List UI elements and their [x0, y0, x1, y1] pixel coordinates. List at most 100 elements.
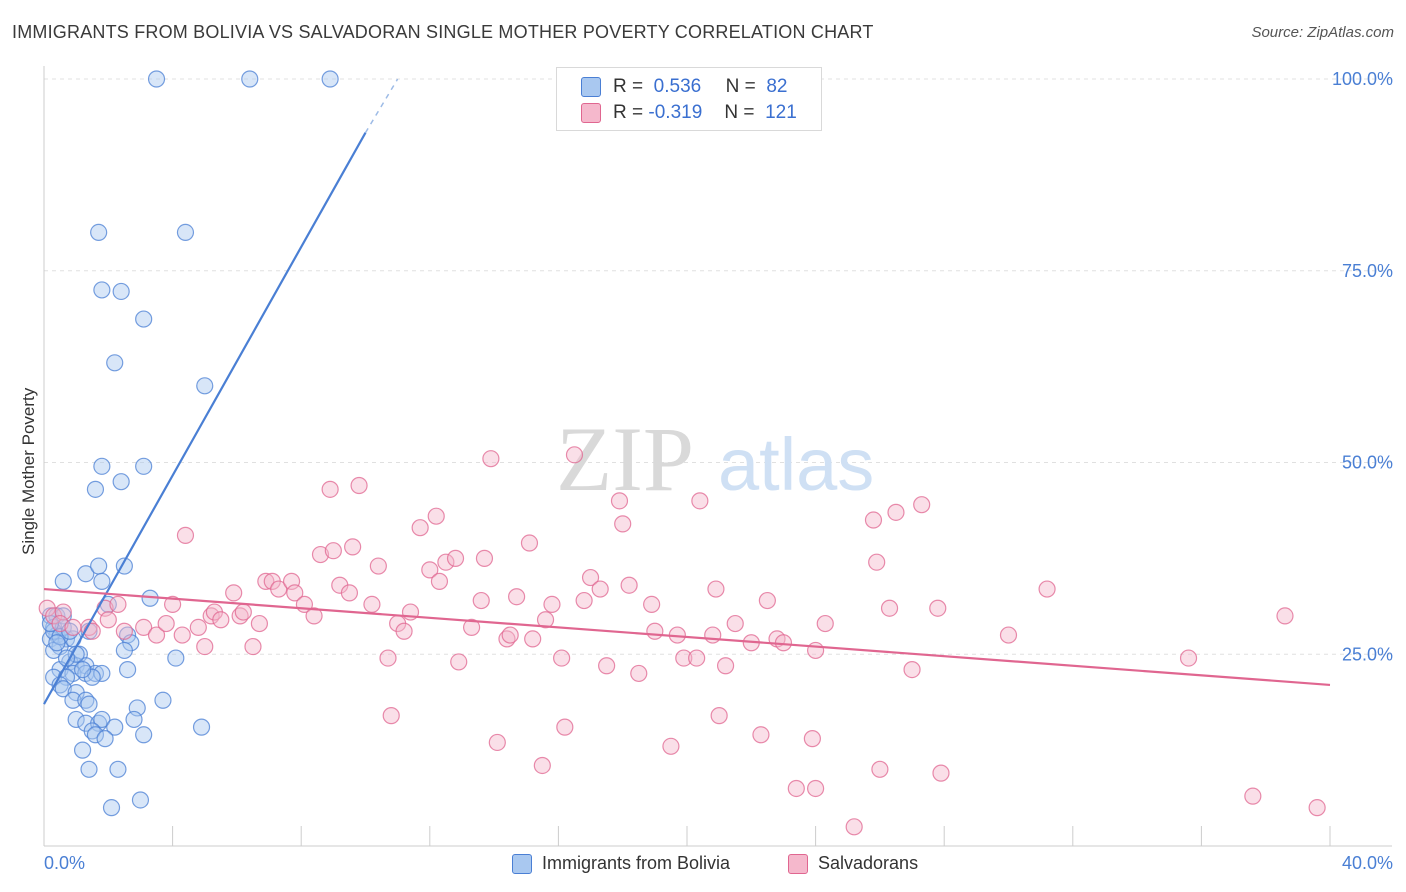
- data-point-salvadoran: [340, 584, 359, 602]
- bottom-legend-label-salvadoran: Salvadorans: [818, 853, 919, 873]
- data-point-salvadoran: [344, 538, 362, 556]
- trend-line-salvadoran: [43, 587, 1331, 687]
- data-point-salvadoran: [752, 726, 770, 744]
- data-point-bolivia: [192, 718, 211, 736]
- data-point-salvadoran: [710, 707, 728, 725]
- data-point-salvadoran: [646, 622, 664, 640]
- data-point-salvadoran: [411, 519, 429, 537]
- data-point-salvadoran: [662, 737, 680, 755]
- data-point-salvadoran: [524, 630, 542, 648]
- data-point-bolivia: [54, 572, 72, 590]
- trend-line-bolivia: [43, 132, 367, 705]
- data-point-bolivia: [96, 730, 114, 748]
- data-point-salvadoran: [321, 480, 339, 498]
- data-point-bolivia: [118, 660, 137, 679]
- data-point-bolivia: [64, 691, 82, 709]
- data-point-salvadoran: [598, 657, 616, 675]
- data-point-salvadoran: [257, 572, 275, 590]
- data-point-salvadoran: [704, 626, 722, 644]
- data-point-salvadoran: [643, 595, 661, 613]
- data-point-salvadoran: [488, 733, 506, 752]
- data-point-bolivia: [106, 718, 124, 736]
- watermark-atlas: atlas: [718, 423, 874, 506]
- data-point-salvadoran: [147, 626, 166, 644]
- data-point-salvadoran: [311, 545, 330, 564]
- data-point-bolivia: [112, 282, 130, 301]
- data-point-salvadoran: [620, 576, 638, 594]
- bottom-legend-swatch-pink: [788, 853, 808, 874]
- y-tick-label: 25.0%: [1342, 644, 1393, 664]
- data-point-salvadoran: [787, 779, 805, 798]
- x-tick-label-max: 40.0%: [1342, 853, 1393, 873]
- data-point-salvadoran: [999, 626, 1018, 644]
- data-point-bolivia: [90, 557, 108, 575]
- data-point-bolivia: [135, 457, 153, 475]
- bottom-legend-item-bolivia[interactable]: Immigrants from Bolivia: [512, 853, 730, 874]
- data-point-salvadoran: [707, 580, 725, 598]
- legend-row-salvadoran: R = -0.319 N = 121: [581, 100, 797, 126]
- data-point-salvadoran: [871, 760, 889, 778]
- bottom-legend-item-salvadoran[interactable]: Salvadorans: [788, 853, 918, 874]
- trend-lines: [43, 78, 1331, 705]
- data-point-salvadoran: [932, 764, 950, 782]
- data-point-salvadoran: [887, 503, 905, 521]
- y-tick-label: 50.0%: [1342, 453, 1393, 473]
- data-point-salvadoran: [430, 572, 449, 590]
- data-point-salvadoran: [395, 622, 413, 640]
- grid-lines: [44, 78, 1392, 655]
- data-point-bolivia: [93, 457, 111, 475]
- y-tick-label: 100.0%: [1332, 69, 1393, 89]
- data-point-salvadoran: [369, 557, 387, 575]
- series-bolivia-points: [41, 70, 339, 817]
- data-point-salvadoran: [363, 595, 381, 613]
- series-salvadoran-points: [38, 446, 1326, 836]
- data-point-bolivia: [80, 695, 98, 713]
- data-point-salvadoran: [845, 818, 863, 836]
- data-point-bolivia: [93, 281, 111, 299]
- data-point-salvadoran: [286, 584, 304, 602]
- data-point-salvadoran: [543, 595, 561, 613]
- legend-r-label: R =: [613, 76, 644, 97]
- data-point-salvadoran: [533, 756, 551, 775]
- data-point-salvadoran: [803, 730, 821, 748]
- data-point-salvadoran: [806, 641, 825, 660]
- legend-swatch-pink: [581, 103, 601, 123]
- data-point-salvadoran: [475, 549, 494, 567]
- data-point-salvadoran: [508, 588, 526, 606]
- legend-n-value-bolivia: 82: [766, 76, 788, 97]
- bottom-legend-swatch-blue: [512, 853, 532, 874]
- data-point-bolivia: [321, 70, 339, 88]
- data-point-salvadoran: [1276, 607, 1294, 625]
- data-point-salvadoran: [64, 618, 82, 637]
- data-point-salvadoran: [115, 622, 133, 640]
- data-point-salvadoran: [630, 664, 648, 683]
- data-point-salvadoran: [575, 591, 593, 610]
- data-point-salvadoran: [99, 611, 117, 629]
- data-point-salvadoran: [806, 779, 825, 798]
- data-point-bolivia: [241, 70, 259, 88]
- data-point-bolivia: [77, 565, 95, 583]
- data-point-salvadoran: [135, 618, 153, 637]
- data-point-salvadoran: [157, 614, 175, 633]
- data-point-salvadoran: [427, 507, 445, 525]
- data-point-bolivia: [112, 473, 130, 491]
- data-point-salvadoran: [446, 549, 465, 567]
- data-point-salvadoran: [482, 450, 500, 468]
- data-point-salvadoran: [421, 561, 439, 579]
- data-point-bolivia: [106, 354, 124, 372]
- data-point-salvadoran: [536, 611, 555, 629]
- data-point-bolivia: [93, 664, 111, 683]
- data-point-salvadoran: [903, 660, 921, 679]
- legend-n-label: N =: [725, 76, 756, 97]
- data-point-salvadoran: [196, 637, 214, 656]
- data-point-bolivia: [73, 741, 92, 759]
- bottom-legend-label-bolivia: Immigrants from Bolivia: [542, 853, 731, 873]
- tick-labels: 25.0% 50.0% 75.0% 100.0% 0.0% 40.0%: [44, 69, 1393, 873]
- data-point-bolivia: [196, 377, 214, 395]
- data-point-salvadoran: [880, 599, 899, 617]
- data-point-salvadoran: [379, 649, 397, 667]
- axes: [43, 66, 1392, 847]
- data-point-salvadoran: [614, 515, 632, 533]
- data-point-bolivia: [80, 760, 98, 778]
